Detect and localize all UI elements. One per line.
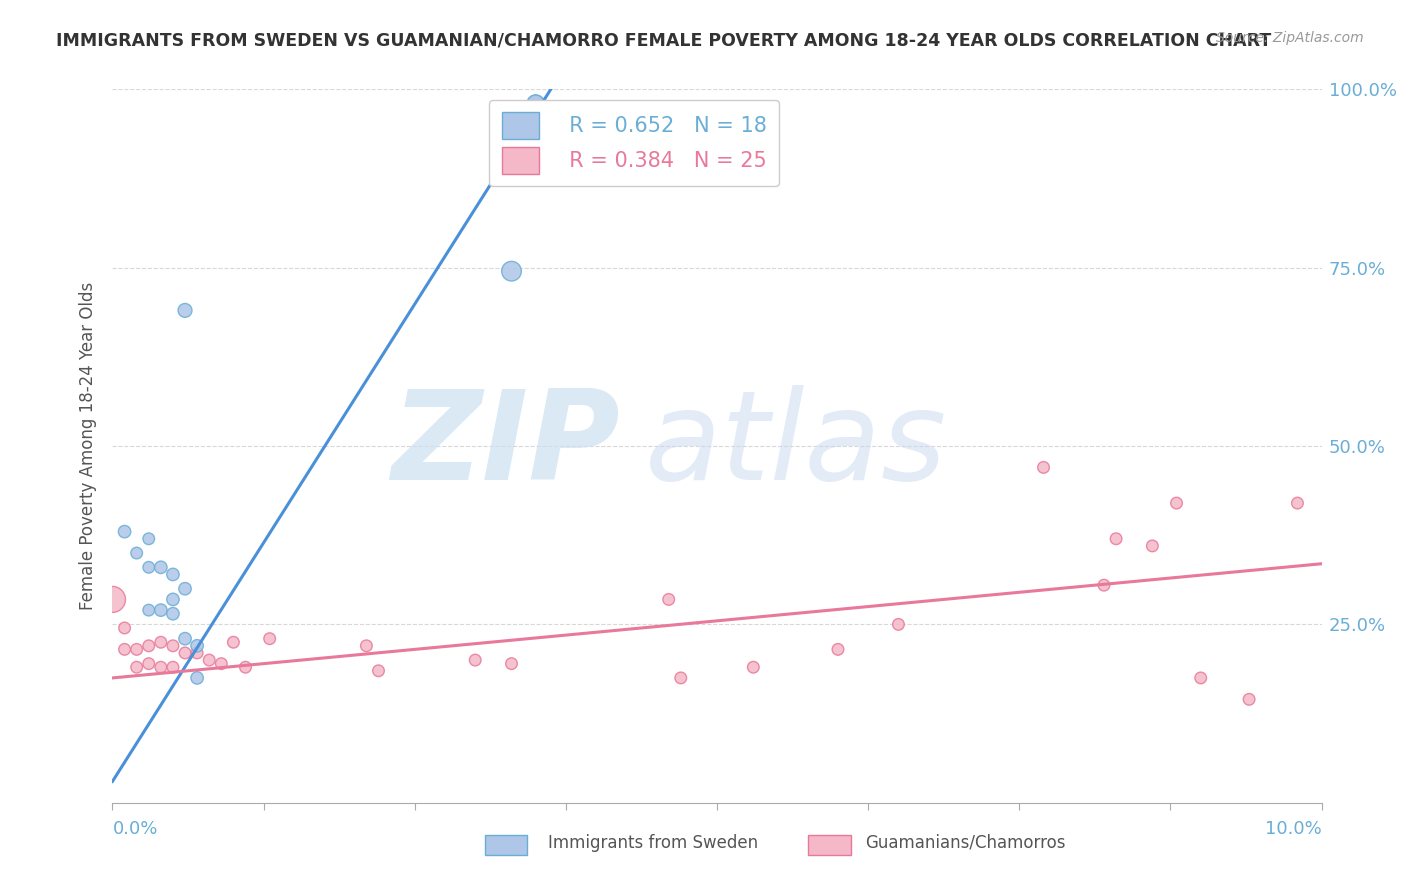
Point <box>742 660 765 674</box>
Point <box>162 592 184 607</box>
Point <box>259 632 281 646</box>
Point <box>101 592 124 607</box>
Point <box>138 603 160 617</box>
Text: 10.0%: 10.0% <box>1265 820 1322 838</box>
Point <box>114 524 136 539</box>
Legend:   R = 0.652   N = 18,   R = 0.384   N = 25: R = 0.652 N = 18, R = 0.384 N = 25 <box>489 100 779 186</box>
Point <box>524 96 547 111</box>
Point <box>114 621 136 635</box>
Point <box>149 660 172 674</box>
Point <box>501 264 523 278</box>
Point <box>1105 532 1128 546</box>
Point <box>149 603 172 617</box>
Point <box>1032 460 1054 475</box>
Point <box>356 639 378 653</box>
Point <box>174 646 197 660</box>
Point <box>1142 539 1164 553</box>
Y-axis label: Female Poverty Among 18-24 Year Olds: Female Poverty Among 18-24 Year Olds <box>79 282 97 610</box>
Point <box>138 657 160 671</box>
Point <box>162 639 184 653</box>
Text: Immigrants from Sweden: Immigrants from Sweden <box>548 834 758 852</box>
Point <box>174 582 197 596</box>
Point <box>524 96 547 111</box>
Point <box>138 560 160 574</box>
Point <box>1286 496 1309 510</box>
Point <box>125 660 148 674</box>
Point <box>887 617 910 632</box>
Point <box>1237 692 1260 706</box>
Point <box>222 635 245 649</box>
Point <box>162 567 184 582</box>
Point <box>138 639 160 653</box>
Point <box>1166 496 1188 510</box>
Text: IMMIGRANTS FROM SWEDEN VS GUAMANIAN/CHAMORRO FEMALE POVERTY AMONG 18-24 YEAR OLD: IMMIGRANTS FROM SWEDEN VS GUAMANIAN/CHAM… <box>56 31 1271 49</box>
Point <box>827 642 849 657</box>
Text: atlas: atlas <box>644 385 946 507</box>
Point <box>367 664 389 678</box>
Point <box>235 660 257 674</box>
Point <box>174 303 197 318</box>
Point <box>125 546 148 560</box>
Point <box>1189 671 1212 685</box>
Point <box>138 532 160 546</box>
Point <box>149 635 172 649</box>
Point <box>162 660 184 674</box>
Text: Guamanians/Chamorros: Guamanians/Chamorros <box>865 834 1066 852</box>
Point <box>1092 578 1115 592</box>
Point <box>186 639 208 653</box>
Point <box>186 671 208 685</box>
Point <box>162 607 184 621</box>
Point <box>186 646 208 660</box>
Point <box>114 642 136 657</box>
Text: Source: ZipAtlas.com: Source: ZipAtlas.com <box>1216 31 1364 45</box>
Text: ZIP: ZIP <box>392 385 620 507</box>
Point <box>464 653 486 667</box>
Point <box>174 632 197 646</box>
Text: 0.0%: 0.0% <box>112 820 157 838</box>
Point <box>669 671 692 685</box>
Point <box>209 657 232 671</box>
Point <box>149 560 172 574</box>
Point <box>125 642 148 657</box>
Point <box>198 653 221 667</box>
Point <box>658 592 681 607</box>
Point <box>501 657 523 671</box>
